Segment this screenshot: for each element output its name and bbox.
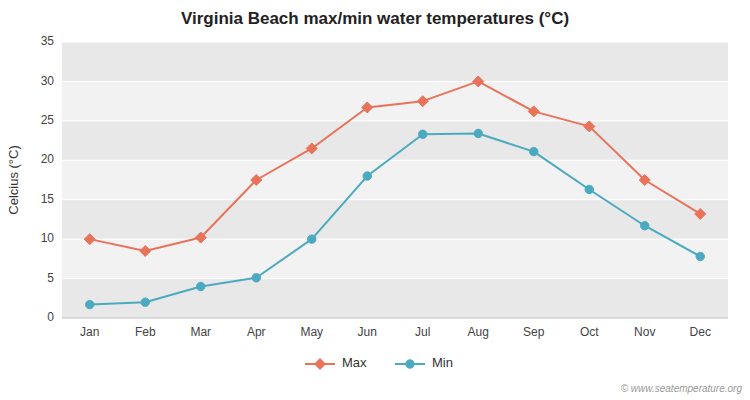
title: Virginia Beach max/min water temperature… (181, 9, 569, 28)
series-line (90, 133, 701, 304)
y-tick-label: 5 (47, 271, 54, 285)
series-line (90, 81, 701, 251)
point (197, 282, 205, 290)
point (695, 208, 706, 219)
point (141, 298, 149, 306)
point (473, 76, 484, 87)
point (140, 245, 151, 256)
x-tick-label: Sep (523, 325, 545, 339)
grid-line (62, 120, 728, 121)
y-tick-label: 0 (47, 310, 54, 324)
watermark: © www.seatemperature.org (621, 383, 743, 394)
y-tick-label: 10 (41, 231, 55, 245)
plot-area (84, 76, 706, 309)
point (86, 300, 94, 308)
point (251, 175, 262, 186)
point (530, 147, 538, 155)
band (62, 239, 728, 278)
y-tick-label: 35 (41, 34, 55, 48)
x-axis: Jan Feb Mar Apr May Jun Jul Aug Sep Oct Nov Dec (62, 318, 728, 339)
grid-line (62, 278, 728, 279)
x-tick-label: Apr (247, 325, 266, 339)
grid (62, 42, 728, 318)
x-tick-label: Feb (135, 325, 156, 339)
chart: Virginia Beach max/min water temperature… (0, 0, 750, 400)
band (62, 160, 728, 199)
grid-line (62, 239, 728, 240)
legend-label: Min (432, 355, 453, 370)
legend-marker (315, 359, 326, 370)
x-tick-label: Aug (468, 325, 489, 339)
x-tick-label: Jun (358, 325, 377, 339)
x-tick-label: Nov (634, 325, 655, 339)
grid-line (62, 318, 728, 319)
legend-item: Min (395, 355, 453, 370)
point (696, 252, 704, 260)
point (419, 130, 427, 138)
point (252, 274, 260, 282)
point (528, 106, 539, 117)
point (195, 232, 206, 243)
grid-line (62, 160, 728, 161)
band (62, 42, 728, 81)
point (585, 185, 593, 193)
point (474, 129, 482, 137)
band (62, 200, 728, 239)
x-tick-label: Jul (415, 325, 430, 339)
x-tick-label: May (300, 325, 323, 339)
y-tick-label: 20 (41, 152, 55, 166)
y-tick-label: 15 (41, 192, 55, 206)
x-tick-label: Oct (580, 325, 599, 339)
point (362, 102, 373, 113)
point (584, 121, 595, 132)
x-tick-label: Mar (190, 325, 211, 339)
x-tick-label: Dec (690, 325, 711, 339)
point (639, 175, 650, 186)
y-tick-label: 25 (41, 113, 55, 127)
point (84, 234, 95, 245)
page: {"chart_data": { "type": "line", "title"… (0, 0, 750, 400)
x-tick-label: Jan (80, 325, 99, 339)
point (417, 96, 428, 107)
series (86, 129, 705, 309)
x-axis-line (62, 318, 728, 319)
point (641, 222, 649, 230)
legend-marker (406, 360, 414, 368)
y-tick-label: 30 (41, 74, 55, 88)
point (308, 235, 316, 243)
grid-line (62, 199, 728, 200)
band (62, 81, 728, 120)
grid-line (62, 42, 728, 43)
point (306, 143, 317, 154)
point (363, 172, 371, 180)
legend-item: Max (305, 355, 367, 370)
y-axis: 0 5 10 15 20 25 30 35 (41, 34, 55, 324)
series (84, 76, 706, 257)
grid-line (62, 81, 728, 82)
legend: Max Min (305, 355, 453, 370)
legend-label: Max (342, 355, 367, 370)
y-axis-label: Celcius (°C) (6, 145, 21, 214)
